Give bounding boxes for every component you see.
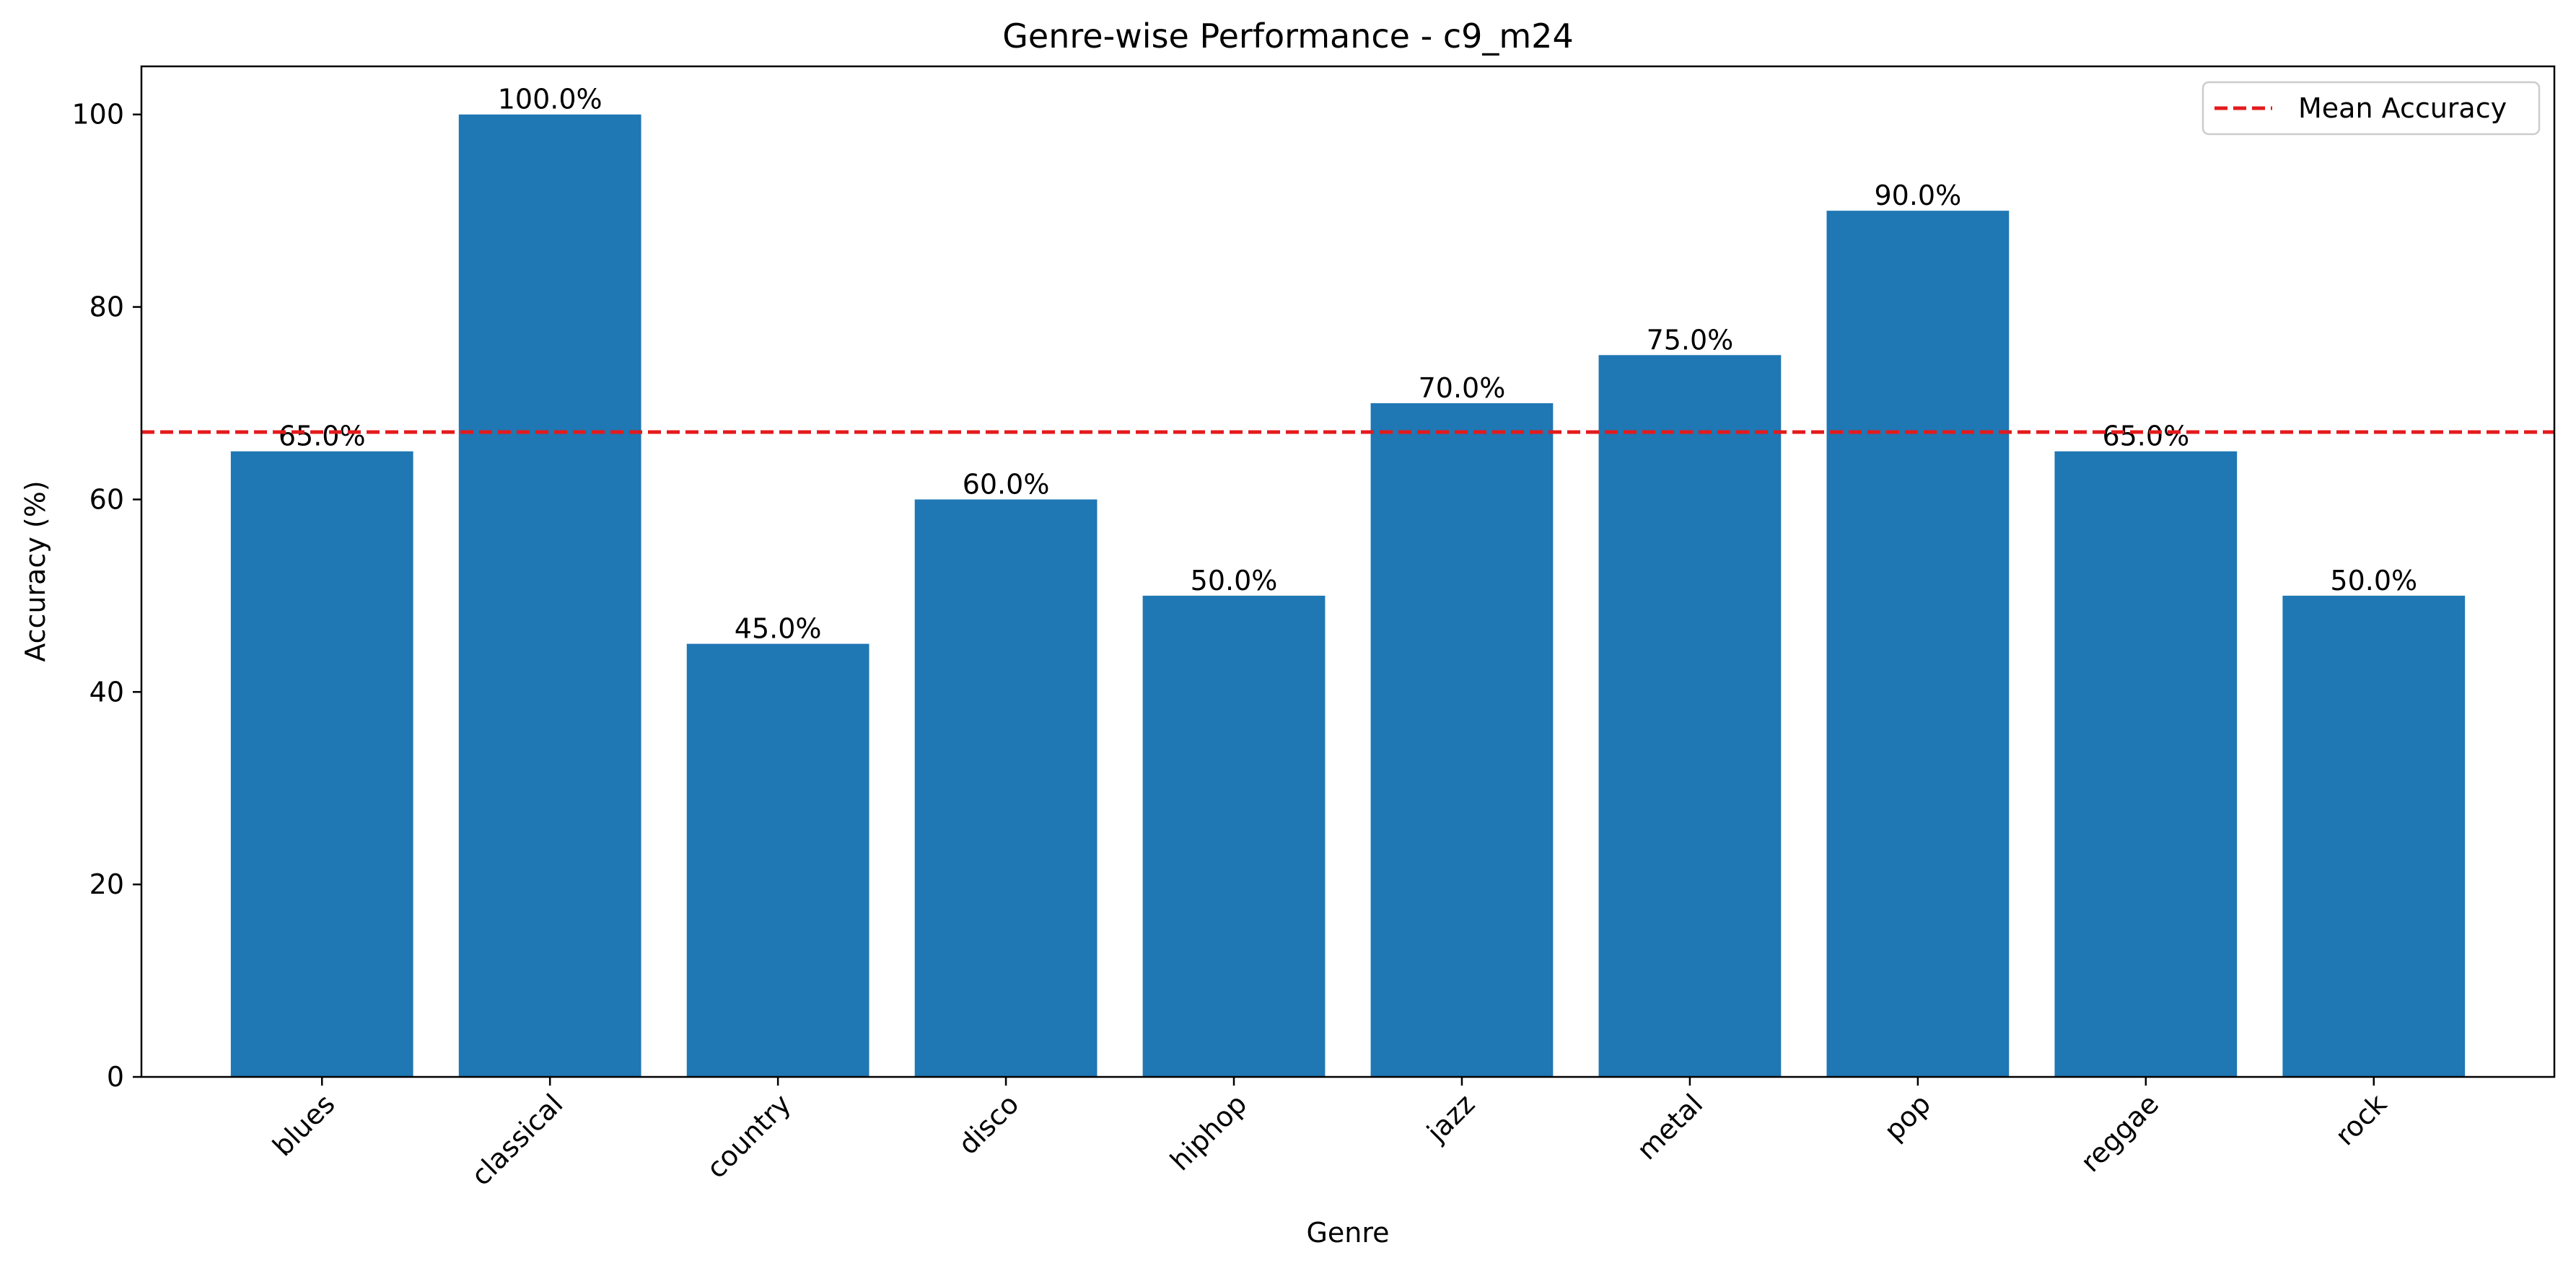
data-label-disco: 60.0%: [963, 468, 1050, 500]
data-labels-group: 65.0% 100.0% 45.0% 60.0% 50.0% 70.0% 75.0% 90.0…: [279, 84, 2417, 645]
bars-group: [230, 114, 2466, 1078]
data-label-country: 45.0%: [735, 613, 822, 645]
bar-blues: [230, 451, 413, 1077]
y-axis-ticks: 0 20 40 60 80 100: [71, 99, 141, 1093]
y-tick-label-60: 60: [89, 483, 124, 515]
plot-frame: [140, 65, 2556, 1078]
x-axis-label: Genre: [1306, 1217, 1389, 1249]
y-tick-label-20: 20: [89, 868, 124, 900]
bar-reggae: [2054, 451, 2238, 1077]
bar-hiphop: [1142, 595, 1326, 1077]
bar-disco: [914, 499, 1098, 1077]
legend: Mean Accuracy: [2202, 81, 2541, 136]
bar-metal: [1598, 355, 1782, 1077]
data-label-reggae: 65.0%: [2102, 421, 2189, 452]
y-tick-label-80: 80: [89, 291, 124, 323]
y-tick-label-40: 40: [89, 676, 124, 708]
legend-box: [2202, 81, 2541, 136]
bar-classical: [458, 114, 641, 1078]
data-label-hiphop: 50.0%: [1191, 565, 1278, 597]
bar-country: [686, 643, 869, 1077]
data-label-blues: 65.0%: [279, 421, 366, 452]
data-label-jazz: 70.0%: [1419, 372, 1506, 404]
bar-jazz: [1370, 403, 1554, 1077]
bar-pop: [1826, 211, 2010, 1078]
data-label-classical: 100.0%: [498, 84, 603, 115]
legend-label-mean-accuracy: Mean Accuracy: [2298, 92, 2507, 124]
data-label-rock: 50.0%: [2330, 565, 2417, 597]
y-tick-label-100: 100: [71, 99, 124, 131]
chart-title: Genre-wise Performance - c9_m24: [1002, 17, 1573, 56]
y-tick-label-0: 0: [107, 1061, 124, 1093]
y-axis-label: Accuracy (%): [19, 480, 51, 661]
bar-rock: [2282, 595, 2466, 1077]
data-label-metal: 75.0%: [1647, 324, 1734, 356]
data-label-pop: 90.0%: [1875, 180, 1962, 211]
